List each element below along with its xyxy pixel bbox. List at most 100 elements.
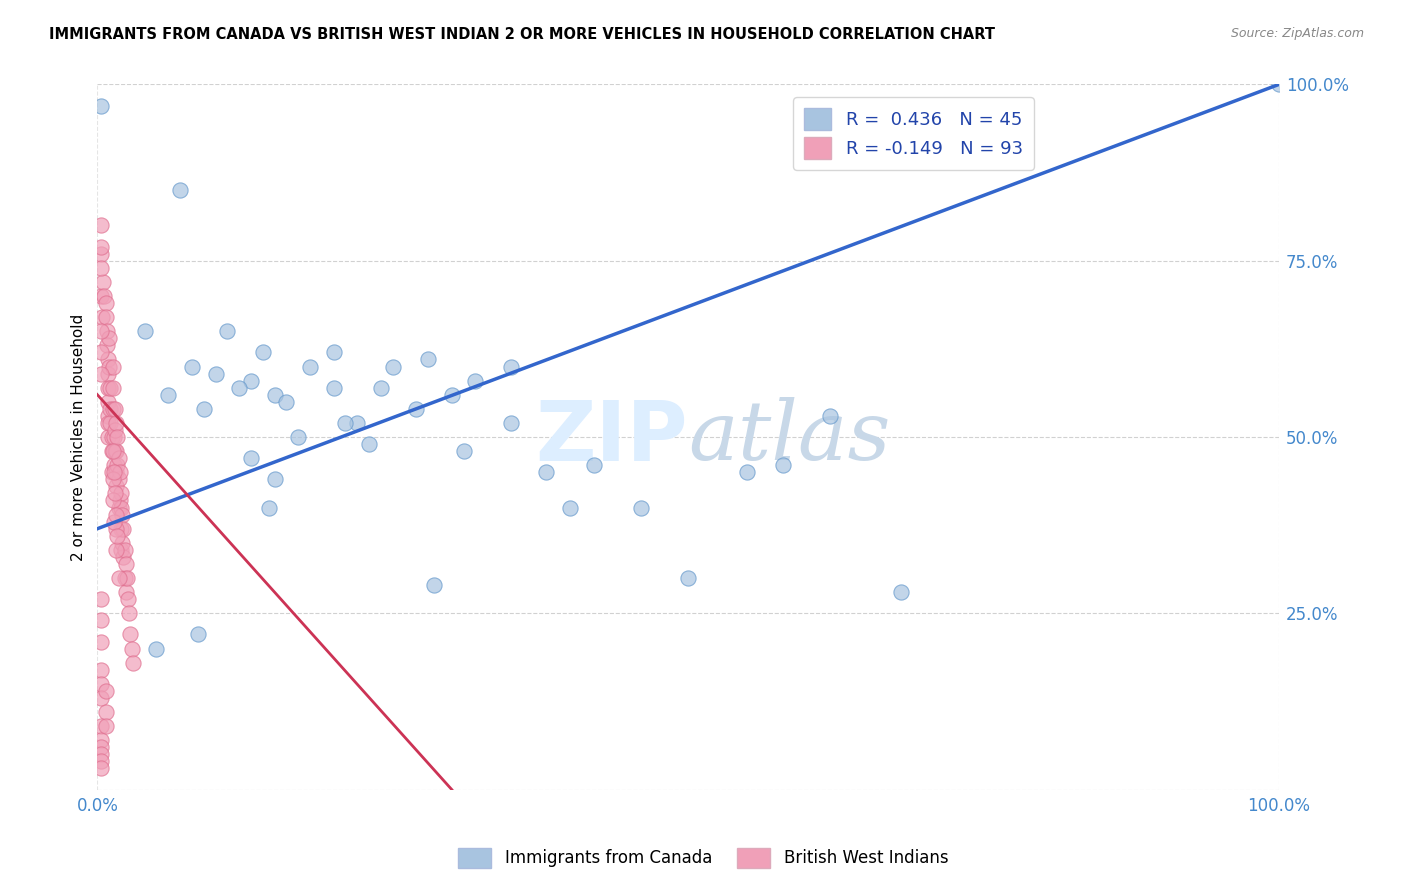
Point <box>114 557 136 571</box>
Point <box>111 536 134 550</box>
Point <box>90 663 112 677</box>
Text: IMMIGRANTS FROM CANADA VS BRITISH WEST INDIAN 2 OR MORE VEHICLES IN HOUSEHOLD CO: IMMIGRANTS FROM CANADA VS BRITISH WEST I… <box>49 27 995 42</box>
Point <box>100 465 122 479</box>
Point <box>90 239 112 253</box>
Point <box>98 381 121 395</box>
Point <box>107 500 129 515</box>
Point <box>90 289 112 303</box>
Point <box>90 246 112 260</box>
Text: ZIP: ZIP <box>536 397 688 477</box>
Point <box>107 430 129 444</box>
Point <box>90 367 112 381</box>
Point <box>359 437 381 451</box>
Point <box>107 451 129 466</box>
Point <box>134 324 156 338</box>
Point <box>107 571 129 585</box>
Point <box>536 465 558 479</box>
Text: atlas: atlas <box>688 397 890 477</box>
Point <box>322 381 344 395</box>
Point <box>118 607 141 621</box>
Point <box>98 331 121 345</box>
Point <box>90 345 112 359</box>
Point <box>101 444 124 458</box>
Point <box>105 542 128 557</box>
Point <box>101 472 124 486</box>
Point <box>90 719 112 733</box>
Point <box>239 451 262 466</box>
Point <box>204 367 226 381</box>
Point <box>104 486 127 500</box>
Point <box>105 508 128 522</box>
Point <box>94 684 117 698</box>
Y-axis label: 2 or more Vehicles in Household: 2 or more Vehicles in Household <box>72 313 86 561</box>
Point <box>169 183 191 197</box>
Point <box>90 613 112 627</box>
Point <box>90 677 112 691</box>
Point <box>180 359 202 374</box>
Point <box>107 458 129 473</box>
Point <box>94 310 117 325</box>
Point <box>97 367 120 381</box>
Point <box>890 585 912 599</box>
Point <box>115 571 138 585</box>
Point <box>96 338 118 352</box>
Point <box>108 493 131 508</box>
Point <box>370 381 392 395</box>
Point <box>110 542 132 557</box>
Point <box>110 522 132 536</box>
Point <box>96 324 118 338</box>
Point <box>101 359 124 374</box>
Point <box>91 275 114 289</box>
Point <box>112 549 135 564</box>
Point <box>299 359 322 374</box>
Point <box>112 522 135 536</box>
Point <box>111 508 134 522</box>
Point <box>91 310 114 325</box>
Point <box>145 641 167 656</box>
Point <box>381 359 404 374</box>
Point <box>157 388 180 402</box>
Point <box>252 345 274 359</box>
Point <box>97 416 120 430</box>
Point <box>90 762 112 776</box>
Point <box>114 585 136 599</box>
Point <box>193 401 215 416</box>
Point <box>97 409 120 423</box>
Point <box>121 641 143 656</box>
Point <box>105 416 128 430</box>
Point <box>104 423 127 437</box>
Point <box>98 416 121 430</box>
Point <box>287 430 309 444</box>
Point <box>90 634 112 648</box>
Point <box>120 627 142 641</box>
Point <box>97 430 120 444</box>
Point <box>499 359 522 374</box>
Point <box>107 472 129 486</box>
Point <box>90 740 112 755</box>
Point <box>630 500 652 515</box>
Point <box>1268 78 1291 92</box>
Point <box>418 352 440 367</box>
Point <box>346 416 368 430</box>
Point <box>464 374 486 388</box>
Point <box>228 381 250 395</box>
Point <box>263 388 285 402</box>
Point <box>97 381 120 395</box>
Point <box>239 374 262 388</box>
Point <box>440 388 463 402</box>
Point <box>276 394 298 409</box>
Point <box>90 260 112 275</box>
Point <box>110 486 132 500</box>
Point <box>105 465 128 479</box>
Point <box>110 500 132 515</box>
Point <box>257 500 280 515</box>
Point <box>772 458 794 473</box>
Point <box>735 465 758 479</box>
Point <box>105 479 128 493</box>
Point <box>103 458 125 473</box>
Point <box>107 529 129 543</box>
Legend: R =  0.436   N = 45, R = -0.149   N = 93: R = 0.436 N = 45, R = -0.149 N = 93 <box>793 97 1033 170</box>
Point <box>94 296 117 310</box>
Point <box>558 500 581 515</box>
Point <box>108 465 131 479</box>
